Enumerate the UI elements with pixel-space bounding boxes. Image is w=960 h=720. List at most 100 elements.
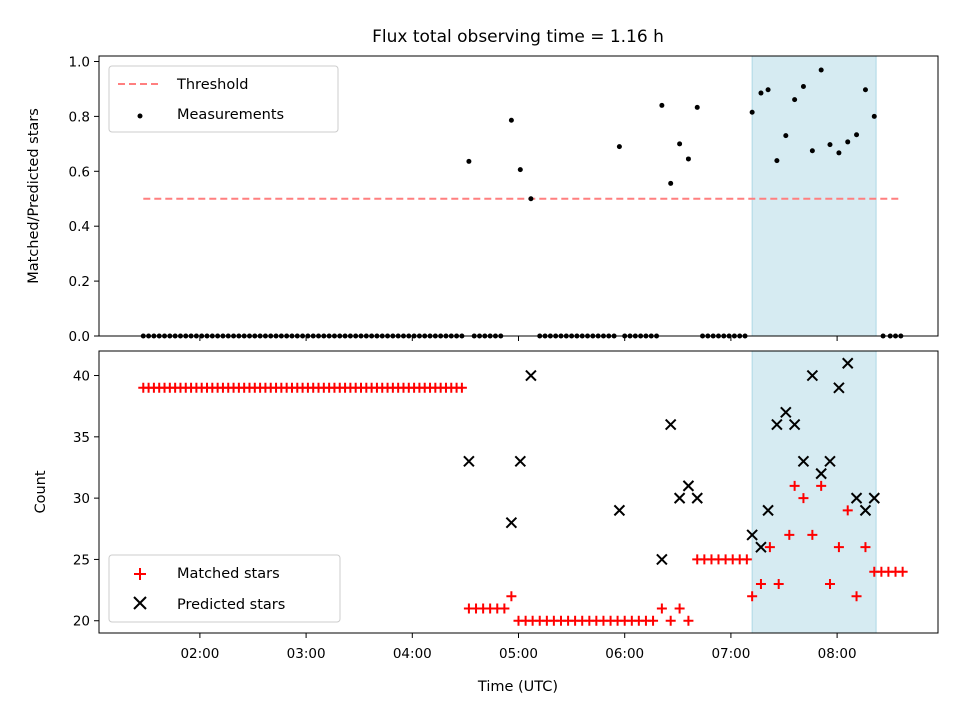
bottom-plot-area (138, 357, 908, 626)
bottom-x-tick-label: 05:00 (499, 646, 538, 662)
bottom-x-axis: 02:00 03:00 04:00 05:00 06:00 07:00 08:00 (180, 633, 857, 662)
bottom-y-tick-label: 40 (73, 369, 90, 385)
matched-star-point (816, 480, 827, 491)
matched-star-point (741, 554, 752, 565)
matched-star-point (665, 615, 676, 626)
measurement-point (792, 97, 798, 103)
bottom-y-tick-label: 35 (73, 430, 90, 446)
matched-star-point (674, 603, 685, 614)
bottom-y-tick-label: 30 (73, 491, 90, 507)
bottom-y-tick-label: 25 (73, 552, 90, 568)
measurement-point (827, 142, 833, 148)
bottom-y-axis: 20 25 30 35 40 (73, 369, 99, 630)
predicted-star-point (780, 406, 792, 419)
bottom-panel: 20 25 30 35 40 02:00 03:00 04:00 05:00 06:00 07:0… (33, 350, 939, 695)
matched-star-point (851, 591, 862, 602)
measurement-point (765, 87, 771, 93)
predicted-star-point (788, 418, 801, 431)
predicted-star-point (656, 553, 668, 566)
bottom-y-axis-label: Count (33, 470, 49, 513)
matched-star-point (764, 542, 775, 553)
predicted-star-point (691, 492, 703, 504)
measurement-point (466, 158, 472, 164)
matched-star-point (755, 578, 766, 589)
bottom-x-tick-label: 06:00 (605, 646, 644, 662)
measurement-point (818, 67, 824, 73)
matched-star-point (656, 603, 667, 614)
matched-star-point (860, 542, 871, 553)
matched-star-point (499, 603, 510, 614)
top-y-tick-label: 0.4 (69, 219, 90, 235)
measurement-point (854, 132, 860, 138)
predicted-star-point (824, 455, 836, 468)
predicted-star-point (815, 467, 827, 480)
measurement-point (836, 150, 842, 156)
measurement-point (809, 148, 815, 154)
predicted-star-point (746, 529, 758, 541)
matched-star-point (648, 615, 659, 626)
bottom-x-tick-label: 04:00 (393, 646, 432, 662)
legend-predicted-label: Predicted stars (177, 597, 285, 613)
measurement-point (659, 102, 665, 108)
predicted-star-point (514, 455, 527, 468)
bottom-legend-frame (108, 554, 341, 623)
matched-star-point (824, 578, 835, 589)
bottom-y-tick-label: 20 (73, 614, 90, 630)
predicted-star-point (613, 504, 626, 517)
matched-star-point (789, 480, 800, 491)
matched-star-point (833, 542, 844, 553)
predicted-star-point (833, 382, 845, 394)
legend-measurements-label: Measurements (177, 107, 284, 123)
legend-threshold-label: Threshold (176, 77, 248, 93)
bottom-x-tick-label: 03:00 (287, 646, 326, 662)
bottom-legend: Matched stars Predicted stars (108, 554, 341, 623)
matched-star-point (747, 591, 758, 602)
predicted-star-point (673, 492, 686, 504)
predicted-star-point (797, 455, 810, 468)
top-y-tick-label: 0.2 (69, 274, 90, 290)
top-axes-frame (98, 55, 939, 337)
matched-star-point (773, 578, 784, 589)
measurement-point (508, 117, 514, 123)
bottom-x-axis-label: Time (UTC) (477, 679, 558, 695)
predicted-star-point (525, 369, 537, 382)
predicted-star-point (664, 418, 677, 431)
measurement-point (871, 113, 877, 119)
matched-star-point (683, 615, 694, 626)
bottom-x-tick-label: 02:00 (180, 646, 219, 662)
predicted-star-point (868, 492, 880, 504)
bottom-x-tick-label: 08:00 (818, 646, 857, 662)
top-panel: 0.0 0.2 0.4 0.6 0.8 1.0 Matched/Predicted sta… (26, 54, 939, 345)
predicted-star-point (850, 492, 863, 504)
measurement-point (668, 180, 674, 186)
matched-star-point (798, 493, 809, 504)
bottom-axes-frame (98, 350, 939, 634)
measurement-point (517, 167, 523, 173)
measurement-point (862, 87, 868, 93)
predicted-star-point (463, 455, 475, 468)
top-legend: Threshold Measurements (108, 65, 339, 133)
top-y-axis-label: Matched/Predicted stars (26, 108, 42, 284)
matched-star-point (897, 566, 908, 577)
measurement-point (845, 139, 851, 145)
top-y-axis: 0.0 0.2 0.4 0.6 0.8 1.0 (69, 54, 99, 345)
measurement-point (694, 104, 700, 110)
top-y-tick-label: 0.8 (69, 109, 90, 125)
predicted-star-point (682, 480, 695, 492)
legend-measurements-swatch (137, 113, 143, 119)
measurement-point (685, 156, 691, 162)
predicted-star-point (505, 516, 518, 529)
matched-star-point (842, 505, 853, 516)
measurement-point (783, 133, 789, 139)
measurement-point (528, 196, 534, 202)
matched-star-point (807, 529, 818, 540)
measurement-point (800, 83, 806, 89)
top-legend-frame (108, 65, 339, 133)
legend-matched-swatch (134, 568, 146, 580)
legend-matched-label: Matched stars (177, 566, 280, 582)
predicted-star-point (842, 357, 854, 369)
top-y-tick-label: 0.6 (69, 164, 90, 180)
chart-title: Flux total observing time = 1.16 h (372, 27, 664, 47)
matched-star-point (456, 382, 467, 393)
